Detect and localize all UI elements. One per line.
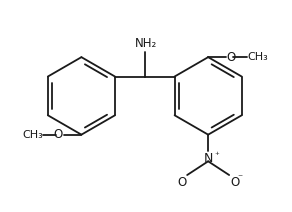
Text: O: O [54, 128, 63, 141]
Text: O: O [230, 176, 239, 189]
Text: CH₃: CH₃ [248, 52, 268, 62]
Text: N: N [204, 152, 213, 165]
Text: ⁺: ⁺ [215, 151, 219, 160]
Text: NH₂: NH₂ [135, 37, 157, 50]
Text: O: O [227, 51, 236, 64]
Text: CH₃: CH₃ [22, 130, 43, 140]
Text: O: O [177, 176, 186, 189]
Text: ⁻: ⁻ [237, 173, 242, 183]
